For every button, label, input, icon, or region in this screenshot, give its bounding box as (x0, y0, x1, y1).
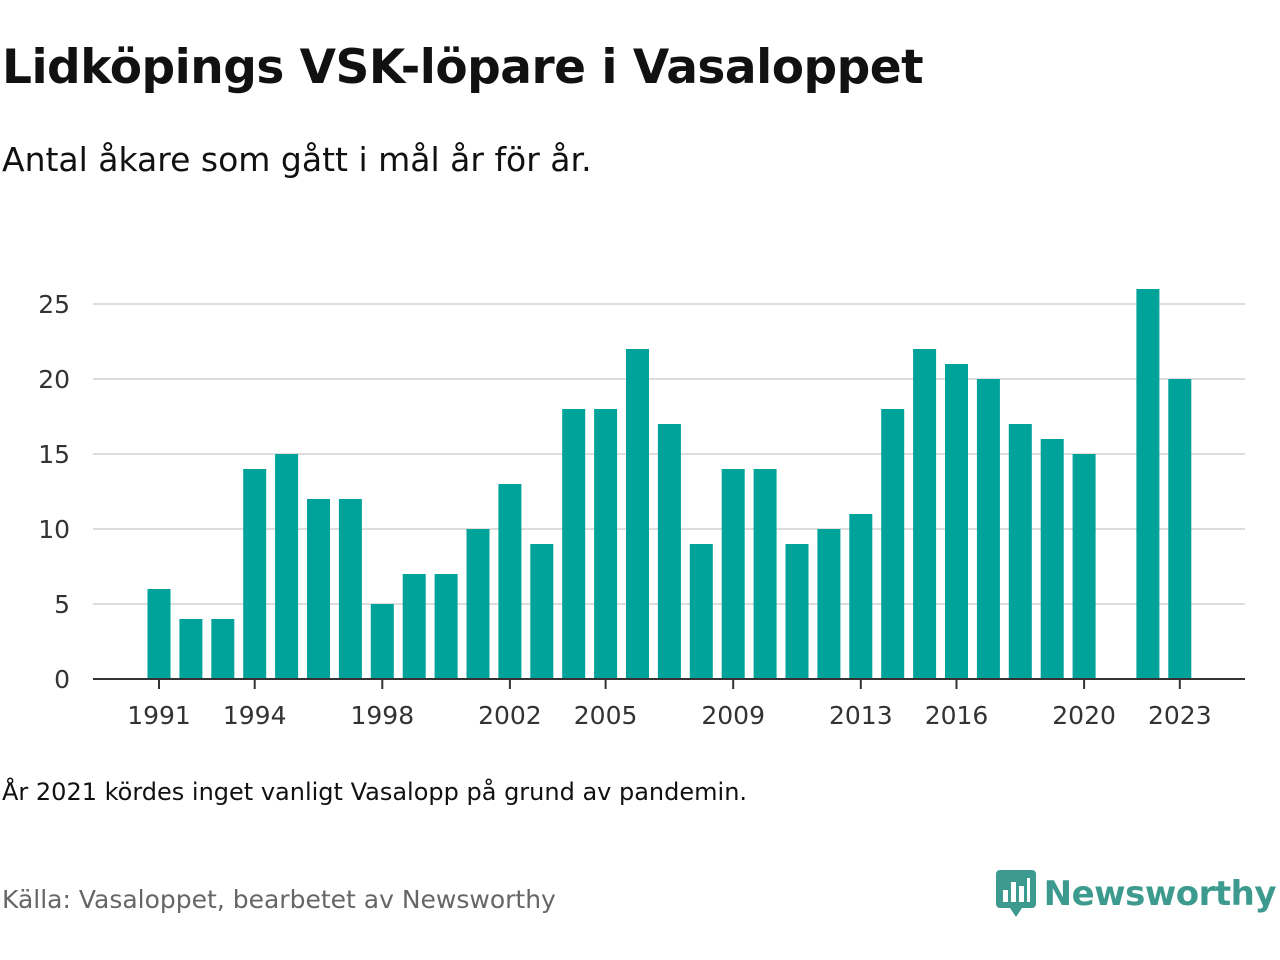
x-tick-label: 1998 (350, 701, 414, 730)
footnote: År 2021 kördes inget vanligt Vasalopp på… (2, 778, 748, 806)
bar (275, 454, 299, 679)
x-tick-label: 2009 (701, 701, 765, 730)
bars (147, 289, 1192, 679)
bar (594, 409, 618, 679)
source-credit: Källa: Vasaloppet, bearbetet av Newswort… (2, 885, 556, 914)
bar (689, 544, 713, 679)
bar (881, 409, 905, 679)
bar (179, 619, 203, 679)
x-tick-label: 2013 (829, 701, 893, 730)
bar (243, 469, 267, 679)
x-tick-label: 2002 (478, 701, 542, 730)
bar (1008, 424, 1032, 679)
x-tick-label: 2023 (1148, 701, 1212, 730)
x-tick-label: 2005 (574, 701, 638, 730)
bar (147, 589, 171, 679)
bar (1136, 289, 1160, 679)
bar (370, 604, 394, 679)
x-tick-label: 1991 (127, 701, 191, 730)
bar (338, 499, 362, 679)
brand-logo[interactable]: Newsworthy (995, 870, 1277, 918)
y-tick-label: 20 (38, 365, 70, 394)
brand-name: Newsworthy (1043, 874, 1277, 914)
bar (626, 349, 649, 679)
bar-chart: 0 5 10 15 20 25 1991 1994 1998 2002 2005 2009 2013 20… (38, 289, 1245, 730)
chart-subtitle: Antal åkare som gått i mål år för år. (2, 140, 592, 179)
bar (753, 469, 777, 679)
bar (1072, 454, 1096, 679)
x-tick-label: 1994 (223, 701, 287, 730)
bar (307, 499, 330, 679)
y-tick-label: 10 (38, 515, 70, 544)
axes: 0 5 10 15 20 25 1991 1994 1998 2002 2005 2009 2013 20… (38, 290, 1245, 730)
bar (849, 514, 873, 679)
bar (913, 349, 937, 679)
chart-title: Lidköpings VSK-löpare i Vasaloppet (2, 40, 924, 95)
bar (402, 574, 426, 679)
y-tick-label: 0 (54, 665, 70, 694)
x-tick-label: 2020 (1052, 701, 1116, 730)
y-tick-label: 15 (38, 440, 70, 469)
bar (434, 574, 458, 679)
bar (562, 409, 586, 679)
bar (466, 529, 490, 679)
bar (976, 379, 1000, 679)
newsworthy-logo-icon (995, 870, 1036, 917)
bar (498, 484, 522, 679)
bar (530, 544, 554, 679)
bar (817, 529, 841, 679)
bar (945, 364, 968, 679)
bar (211, 619, 235, 679)
bar (1168, 379, 1192, 679)
y-tick-label: 5 (54, 590, 70, 619)
y-tick-label: 25 (38, 290, 70, 319)
bar (785, 544, 809, 679)
bar (657, 424, 681, 679)
bar (1040, 439, 1064, 679)
bar (721, 469, 745, 679)
x-tick-label: 2016 (925, 701, 989, 730)
